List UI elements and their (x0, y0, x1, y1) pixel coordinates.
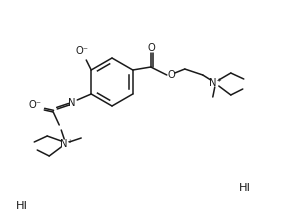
Text: O: O (168, 70, 176, 80)
Text: HI: HI (16, 201, 28, 211)
Text: N⁺: N⁺ (60, 139, 73, 149)
Text: O⁻: O⁻ (29, 100, 42, 110)
Text: O⁻: O⁻ (76, 46, 89, 56)
Text: N: N (68, 98, 76, 108)
Text: O: O (148, 43, 156, 53)
Text: HI: HI (239, 183, 251, 193)
Text: N⁺: N⁺ (210, 78, 222, 88)
